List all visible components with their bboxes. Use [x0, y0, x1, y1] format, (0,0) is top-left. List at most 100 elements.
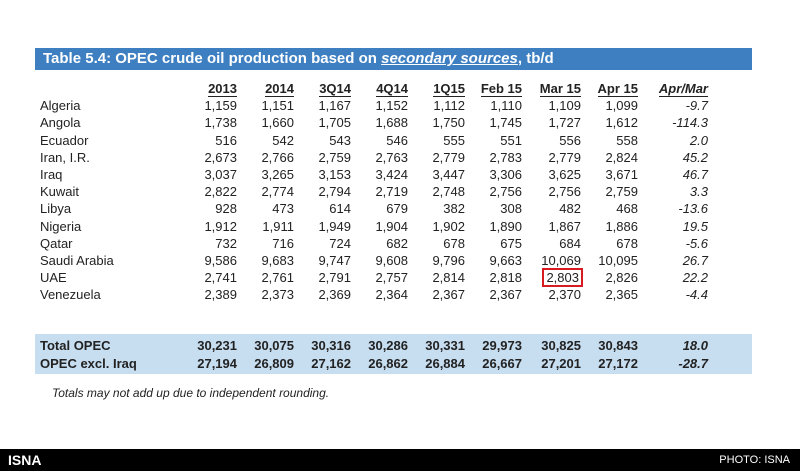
value-text: 2,757 [375, 270, 408, 286]
photo-credit: PHOTO: ISNA [719, 454, 790, 466]
value-text: 2,818 [489, 270, 522, 286]
value-text: 1,867 [548, 218, 581, 234]
production-value: 9,747 [294, 252, 351, 269]
totals-value: 26,809 [254, 356, 294, 371]
value-text: 9,663 [489, 253, 522, 269]
value-text: 2,369 [318, 287, 351, 303]
totals-value: 26,862 [368, 356, 408, 371]
value-text: 2,367 [489, 287, 522, 303]
production-value: 10,095 [581, 252, 638, 269]
production-value: 928 [180, 200, 237, 217]
table-row: Qatar 732 716 724 682 678 675 684 678 -5.6 [40, 235, 708, 252]
production-value: 2,369 [294, 286, 351, 303]
change-value: -9.7 [685, 98, 708, 114]
production-value: 2,791 [294, 269, 351, 286]
production-value: 2,783 [465, 149, 522, 166]
production-value: 2,673 [180, 149, 237, 166]
production-value: 2,757 [351, 269, 408, 286]
production-value: 2,756 [522, 183, 581, 200]
production-value: 679 [351, 200, 408, 217]
value-text: 9,796 [432, 253, 465, 269]
totals-value: 30,843 [598, 338, 638, 353]
footer-bar: ISNA PHOTO: ISNA [0, 449, 800, 471]
totals-label: OPEC excl. Iraq [40, 356, 137, 371]
column-header-label: 1Q15 [433, 81, 465, 97]
value-text: 2,759 [605, 184, 638, 200]
value-text: 614 [329, 201, 351, 217]
value-text: 2,756 [489, 184, 522, 200]
column-header-label: 2014 [265, 81, 294, 97]
table-title-emphasis: secondary sources [381, 50, 518, 67]
production-value: 3,671 [581, 166, 638, 183]
value-text: 1,099 [605, 98, 638, 114]
value-text: 1,890 [489, 218, 522, 234]
column-header-label: 3Q14 [319, 81, 351, 97]
production-value: 678 [408, 235, 465, 252]
column-header-label: 2013 [208, 81, 237, 97]
value-text: 9,747 [318, 253, 351, 269]
column-header: Apr/Mar [638, 80, 708, 97]
production-value: 2,763 [351, 149, 408, 166]
production-value: 1,745 [465, 114, 522, 131]
value-text: 1,886 [605, 218, 638, 234]
production-value: 1,750 [408, 114, 465, 131]
value-text: 3,671 [605, 167, 638, 183]
value-text: 3,153 [318, 167, 351, 183]
value-text: 2,761 [261, 270, 294, 286]
table-row: Kuwait 2,822 2,774 2,794 2,719 2,748 2,756 2,75… [40, 183, 708, 200]
production-value: 543 [294, 132, 351, 149]
value-text: 1,738 [204, 115, 237, 131]
production-value: 473 [237, 200, 294, 217]
value-text: 1,705 [318, 115, 351, 131]
production-value: 542 [237, 132, 294, 149]
production-value: 2,774 [237, 183, 294, 200]
production-value: 2,365 [581, 286, 638, 303]
production-value: 1,112 [408, 97, 465, 114]
production-value: 551 [465, 132, 522, 149]
change-value: -114.3 [672, 115, 708, 131]
production-value: 2,373 [237, 286, 294, 303]
value-text: 1,159 [204, 98, 237, 114]
production-value: 10,069 [522, 252, 581, 269]
table-header-row: 2013 2014 3Q14 4Q14 1Q15 Feb 15 Mar 15 Apr 15 Ap… [40, 80, 708, 97]
value-text: 2,794 [318, 184, 351, 200]
production-value: 2,818 [465, 269, 522, 286]
production-value: 468 [581, 200, 638, 217]
value-text: 555 [443, 132, 465, 148]
country-name: Qatar [40, 235, 73, 251]
country-name: Ecuador [40, 132, 89, 148]
production-table: 2013 2014 3Q14 4Q14 1Q15 Feb 15 Mar 15 Apr 15 Ap… [40, 80, 708, 304]
value-text: 2,783 [489, 149, 522, 165]
production-value: 2,794 [294, 183, 351, 200]
value-text: 682 [386, 235, 408, 251]
table-title: Table 5.4: OPEC crude oil production bas… [35, 48, 752, 70]
production-value: 2,779 [522, 149, 581, 166]
value-text: 1,727 [548, 115, 581, 131]
value-text: 1,902 [432, 218, 465, 234]
table-row: Iran, I.R. 2,673 2,766 2,759 2,763 2,779 2,783… [40, 149, 708, 166]
table-row: Algeria 1,159 1,151 1,167 1,152 1,112 1,110 1,1… [40, 97, 708, 114]
production-value: 2,824 [581, 149, 638, 166]
production-value: 558 [581, 132, 638, 149]
value-text: 9,608 [375, 253, 408, 269]
value-text: 542 [272, 132, 294, 148]
production-value: 2,759 [581, 183, 638, 200]
production-value: 1,890 [465, 218, 522, 235]
country-name: Libya [40, 201, 72, 217]
value-text: 1,110 [490, 98, 522, 114]
value-text: 2,824 [605, 149, 638, 165]
value-text: 678 [443, 235, 465, 251]
country-name: Kuwait [40, 184, 80, 200]
production-value: 2,826 [581, 269, 638, 286]
column-header: 1Q15 [408, 80, 465, 97]
change-value: -13.6 [678, 201, 708, 217]
totals-background [35, 334, 752, 374]
country-name: Saudi Arabia [40, 253, 114, 269]
value-text: 3,625 [548, 167, 581, 183]
production-value: 2,748 [408, 183, 465, 200]
value-text: 2,822 [204, 184, 237, 200]
production-value: 2,364 [351, 286, 408, 303]
column-header-label: Apr 15 [597, 81, 638, 97]
value-text: 2,763 [375, 149, 408, 165]
production-value: 9,663 [465, 252, 522, 269]
